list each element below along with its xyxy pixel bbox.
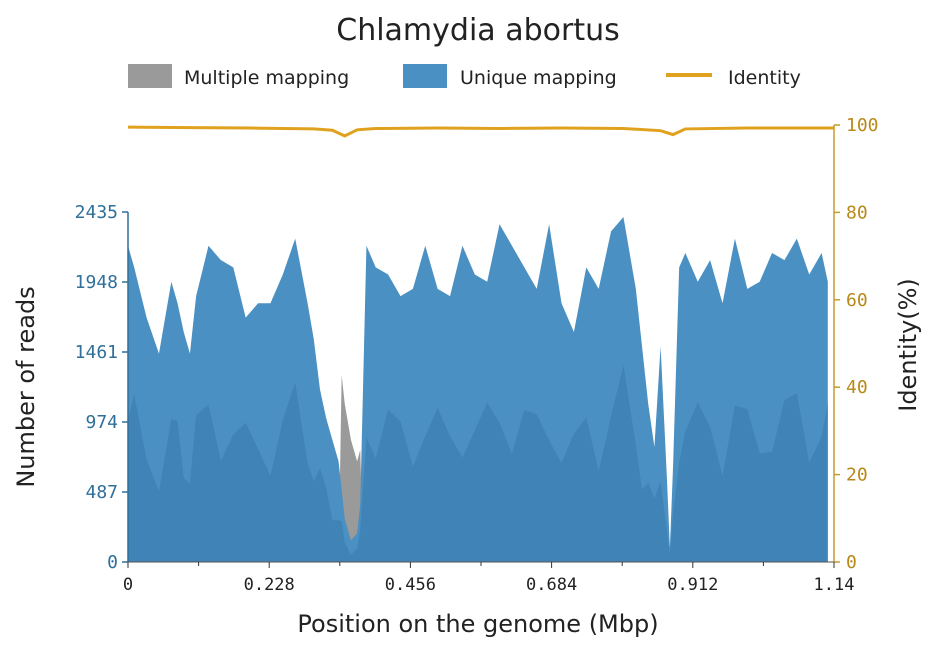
y-ticks-left: 0 487 974 1461 1948 2435	[75, 202, 128, 573]
y-ticks-right: 0 20 40 60 80 100	[834, 115, 879, 573]
legend-label-multiple: Multiple mapping	[184, 67, 349, 89]
x-tick-label: 0.912	[667, 575, 718, 595]
legend-swatch-multiple	[128, 64, 172, 88]
x-tick-label: 1.14	[814, 575, 855, 595]
x-tick-label: 0.684	[526, 575, 577, 595]
legend-swatch-unique	[403, 64, 447, 88]
x-axis-label: Position on the genome (Mbp)	[297, 610, 658, 638]
y-tick-label-left: 2435	[75, 202, 118, 223]
y-tick-label-left: 0	[107, 552, 118, 573]
y-tick-label-right: 40	[846, 377, 868, 398]
legend-label-unique: Unique mapping	[460, 67, 617, 89]
y-axis-label-left: Number of reads	[12, 286, 40, 487]
legend: Multiple mapping Unique mapping Identity	[128, 64, 801, 89]
y-tick-label-left: 1461	[75, 342, 118, 363]
series-unique-mapping-lower-band	[128, 365, 828, 562]
y-tick-label-left: 974	[85, 412, 118, 433]
y-tick-label-right: 20	[846, 465, 868, 486]
y-tick-label-right: 100	[846, 115, 879, 136]
y-tick-label-right: 80	[846, 202, 868, 223]
chart-title: Chlamydia abortus	[336, 13, 619, 48]
plot-area	[127, 125, 834, 562]
x-tick-label: 0.228	[244, 575, 295, 595]
y-tick-label-left: 487	[85, 482, 118, 503]
x-ticks: 0 0.228 0.456 0.684 0.912 1.14	[123, 562, 855, 595]
y-tick-label-right: 0	[846, 552, 857, 573]
y-tick-label-left: 1948	[75, 272, 118, 293]
y-axis-label-right: Identity(%)	[894, 278, 922, 412]
series-identity-line	[127, 125, 834, 138]
x-tick-label: 0	[123, 575, 133, 595]
legend-label-identity: Identity	[728, 67, 801, 89]
y-tick-label-right: 60	[846, 290, 868, 311]
x-tick-label: 0.456	[385, 575, 436, 595]
